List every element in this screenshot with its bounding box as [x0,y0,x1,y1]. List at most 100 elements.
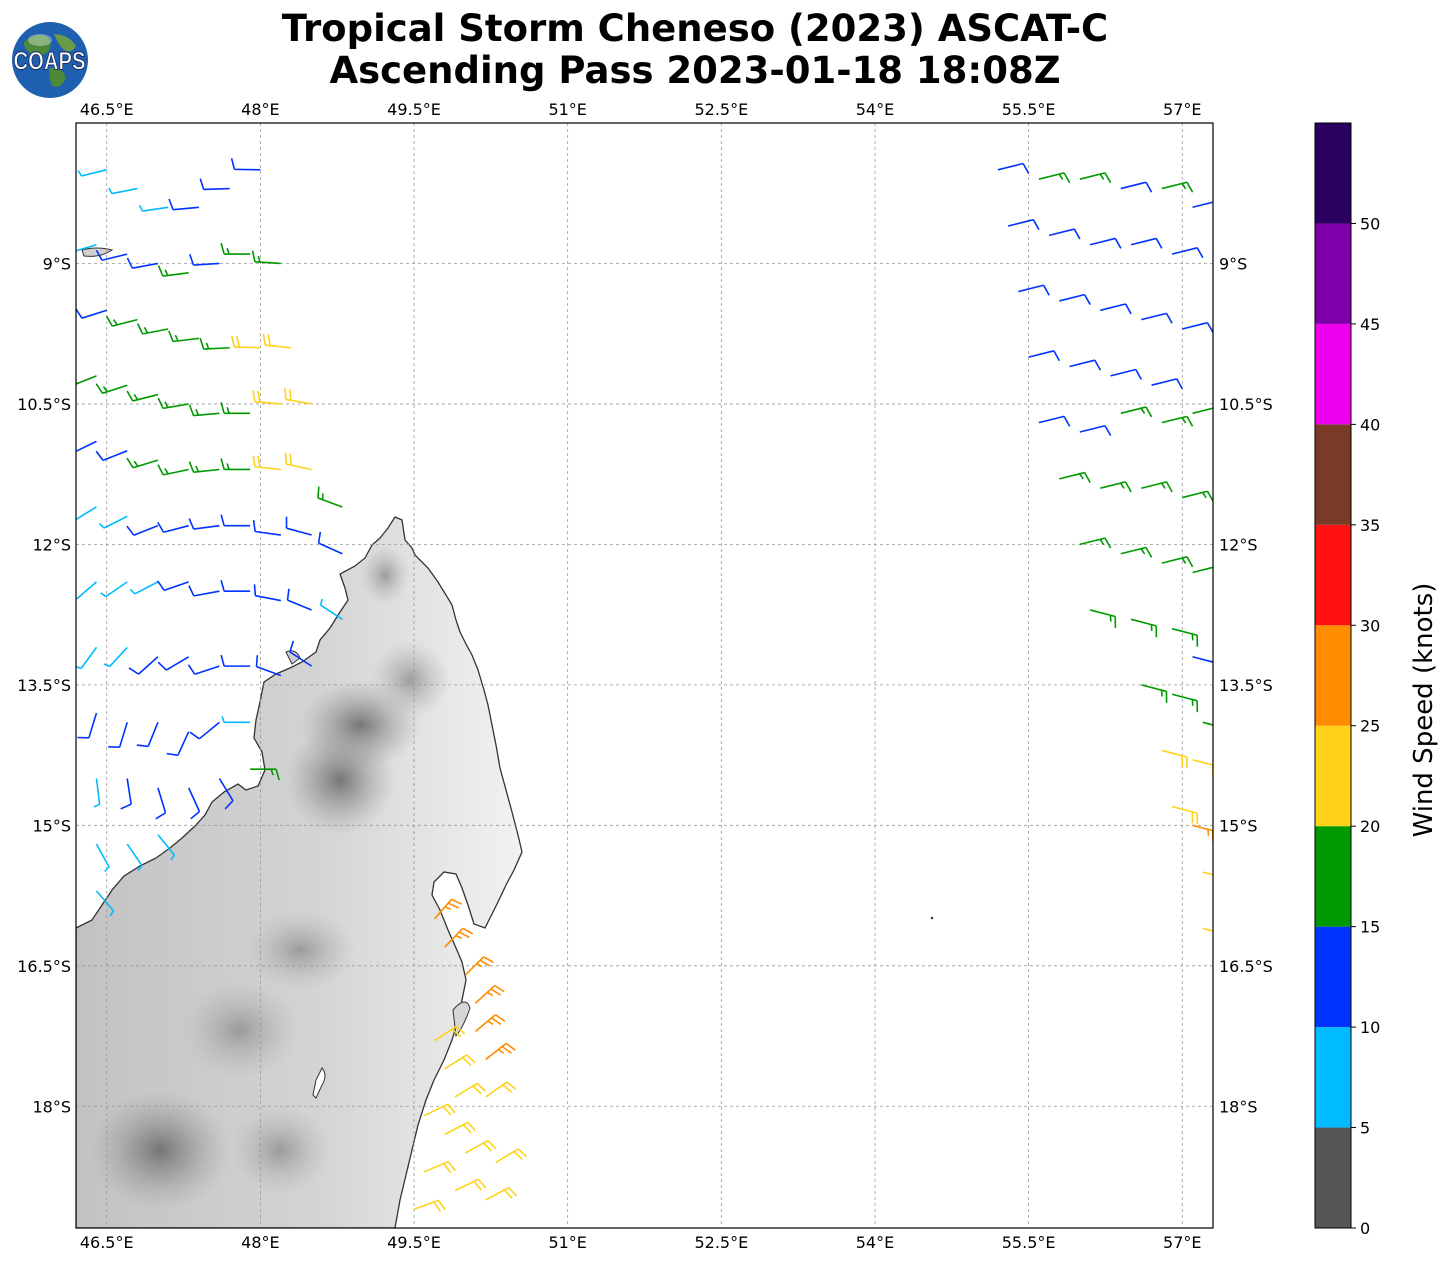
colorbar-tick-label: 25 [1360,717,1380,736]
lon-tick-label-top: 52.5°E [694,100,748,119]
wind-barb [1120,181,1153,193]
wind-barb [1059,293,1091,305]
wind-barb [1171,247,1204,259]
wind-barb [434,1025,466,1042]
wind-barb [423,1103,456,1117]
wind-barb [1007,218,1040,231]
lon-tick-label-bottom: 52.5°E [694,1233,748,1252]
lon-tick-label-bottom: 46.5°E [80,1233,134,1252]
wind-barb [93,778,101,808]
colorbar-tick-label: 45 [1360,315,1380,334]
wind-barb [1161,749,1188,769]
wind-barb [485,1186,518,1201]
lat-tick-label-right: 13.5°S [1219,676,1273,695]
colorbar-tick-label: 30 [1360,616,1380,635]
wind-barb [464,956,494,976]
wind-barb [189,721,220,740]
wind-barb [317,531,343,555]
wind-barb [454,1178,487,1192]
wind-barb [126,457,159,469]
wind-barb [1130,237,1163,249]
wind-barb [98,515,128,529]
lon-tick-label-top: 51°E [548,100,586,119]
wind-barb [187,664,220,676]
lat-tick-label-left: 15°S [32,816,71,835]
wind-barb [126,390,159,402]
wind-barb [168,198,199,211]
colorbar-bin [1315,926,1351,1028]
wind-barb [108,722,128,748]
wind-barb [76,243,97,252]
wind-barb [284,388,312,405]
wind-barb [1141,684,1168,703]
wind-barb [157,464,189,476]
lat-tick-label-right: 15°S [1219,816,1258,835]
wind-barb [262,333,292,349]
wind-barb [1192,407,1213,415]
wind-barb [188,461,220,474]
colorbar-tick-label: 5 [1360,1119,1370,1138]
lat-tick-label-left: 18°S [32,1097,71,1116]
colorbar-bin [1315,826,1351,927]
wind-barb [1171,627,1199,647]
colorbar-tick-label: 20 [1360,817,1380,836]
coaps-logo: COAPS [12,22,88,98]
wind-barb [1151,378,1184,390]
wind-barb [1141,312,1173,324]
wind-barb [1110,368,1143,380]
wind-barb [77,169,107,177]
wind-barb [1192,566,1213,574]
lat-tick-label-left: 9°S [43,254,71,273]
wind-barb [126,843,143,872]
wind-barb [319,598,343,620]
wind-barb [103,646,128,668]
wind-barb [220,580,251,593]
wind-barb [1202,927,1213,932]
wind-barb [495,1148,528,1164]
lat-tick-label-left: 10.5°S [17,395,71,414]
lon-tick-label-top: 57°E [1163,100,1201,119]
wind-barb [252,455,281,471]
wind-barb [413,1199,446,1212]
wind-barb [285,516,312,536]
wind-barb [220,514,251,527]
wind-barb [220,654,251,667]
wind-barb [166,731,190,757]
colorbar-tick-label: 0 [1360,1219,1370,1238]
wind-barb [1038,415,1071,427]
wind-barb [1100,481,1132,493]
wind-barb [1161,556,1194,568]
wind-barb [1048,228,1081,240]
lat-tick-label-right: 12°S [1219,535,1258,554]
wind-barb [444,927,474,948]
colorbar-bin [1315,1027,1351,1128]
colorbar-tick-label: 10 [1360,1018,1380,1037]
wind-barb [136,323,169,335]
colorbar-tick-label: 35 [1360,516,1380,535]
wind-barb [1028,350,1061,362]
wind-barb [485,1042,516,1061]
wind-barb [199,178,230,191]
wind-barb [1079,424,1112,437]
wind-barb [1089,609,1117,628]
wind-barb [76,581,98,600]
wind-barb [444,1054,476,1070]
colorbar-tick-label: 15 [1360,918,1380,937]
wind-barb [454,1082,487,1098]
wind-barb [1182,490,1213,502]
wind-barb [474,1014,506,1032]
gridlines [76,123,1213,1228]
wind-barb [1089,237,1122,249]
wind-barb [168,330,200,343]
lon-tick-label-top: 54°E [856,100,894,119]
wind-barb [1192,655,1213,663]
wind-barb [157,397,189,410]
lat-tick-label-right: 16.5°S [1219,957,1273,976]
wind-barb [1171,805,1199,825]
wind-barb [1192,201,1213,209]
wind-barbs [76,158,1213,1212]
wind-barb [138,205,169,212]
colorbar-bin [1315,524,1351,626]
wind-barb [76,308,107,319]
